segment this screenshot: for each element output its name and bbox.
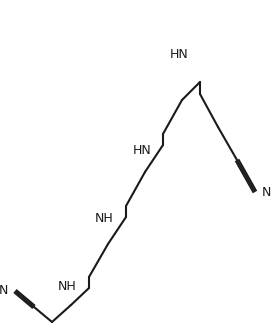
Text: HN: HN [133, 144, 152, 156]
Text: N: N [0, 284, 8, 297]
Text: HN: HN [170, 49, 189, 62]
Text: N: N [262, 186, 271, 198]
Text: NH: NH [95, 212, 114, 224]
Text: NH: NH [58, 280, 77, 294]
